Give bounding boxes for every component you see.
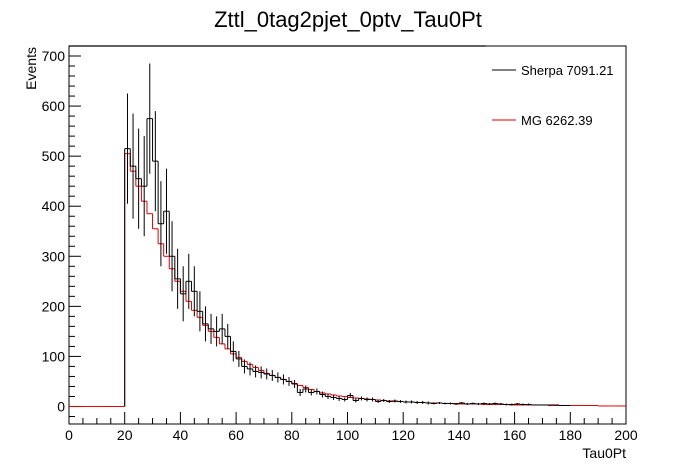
x-axis-ticks: 0 20 40 60 80 100 120 140 160 180 200: [65, 412, 638, 443]
y-axis-ticks: 0 100 200 300 400 500 600 700: [42, 48, 81, 417]
x-tick-label: 160: [503, 427, 527, 443]
y-tick-label: 500: [42, 148, 66, 164]
series-layer: [69, 63, 626, 407]
legend: Sherpa 7091.21 MG 6262.39: [69, 45, 614, 128]
y-tick-label: 200: [42, 298, 66, 314]
y-axis-label: Events: [23, 47, 39, 90]
y-tick-label: 600: [42, 98, 66, 114]
x-tick-label: 40: [173, 427, 189, 443]
chart-title: Zttl_0tag2pjet_0ptv_Tau0Pt: [214, 7, 482, 32]
x-tick-label: 100: [336, 427, 360, 443]
x-tick-label: 0: [65, 427, 73, 443]
x-axis-label: Tau0Pt: [582, 445, 626, 461]
y-tick-label: 400: [42, 198, 66, 214]
x-tick-label: 20: [117, 427, 133, 443]
x-tick-label: 200: [614, 427, 638, 443]
x-tick-label: 80: [284, 427, 300, 443]
y-tick-label: 300: [42, 248, 66, 264]
x-tick-label: 180: [559, 427, 583, 443]
x-tick-label: 140: [447, 427, 471, 443]
series-0: [124, 63, 571, 407]
legend-entry-label: Sherpa 7091.21: [521, 63, 614, 78]
legend-entry-label: MG 6262.39: [521, 113, 593, 128]
series-1: [69, 153, 626, 407]
plot-area-border: [68, 45, 627, 425]
x-tick-label: 120: [392, 427, 416, 443]
plot-frame: [68, 45, 627, 425]
y-tick-label: 100: [42, 348, 66, 364]
y-tick-label: 0: [57, 398, 65, 414]
y-tick-label: 700: [42, 48, 66, 64]
x-tick-label: 60: [228, 427, 244, 443]
